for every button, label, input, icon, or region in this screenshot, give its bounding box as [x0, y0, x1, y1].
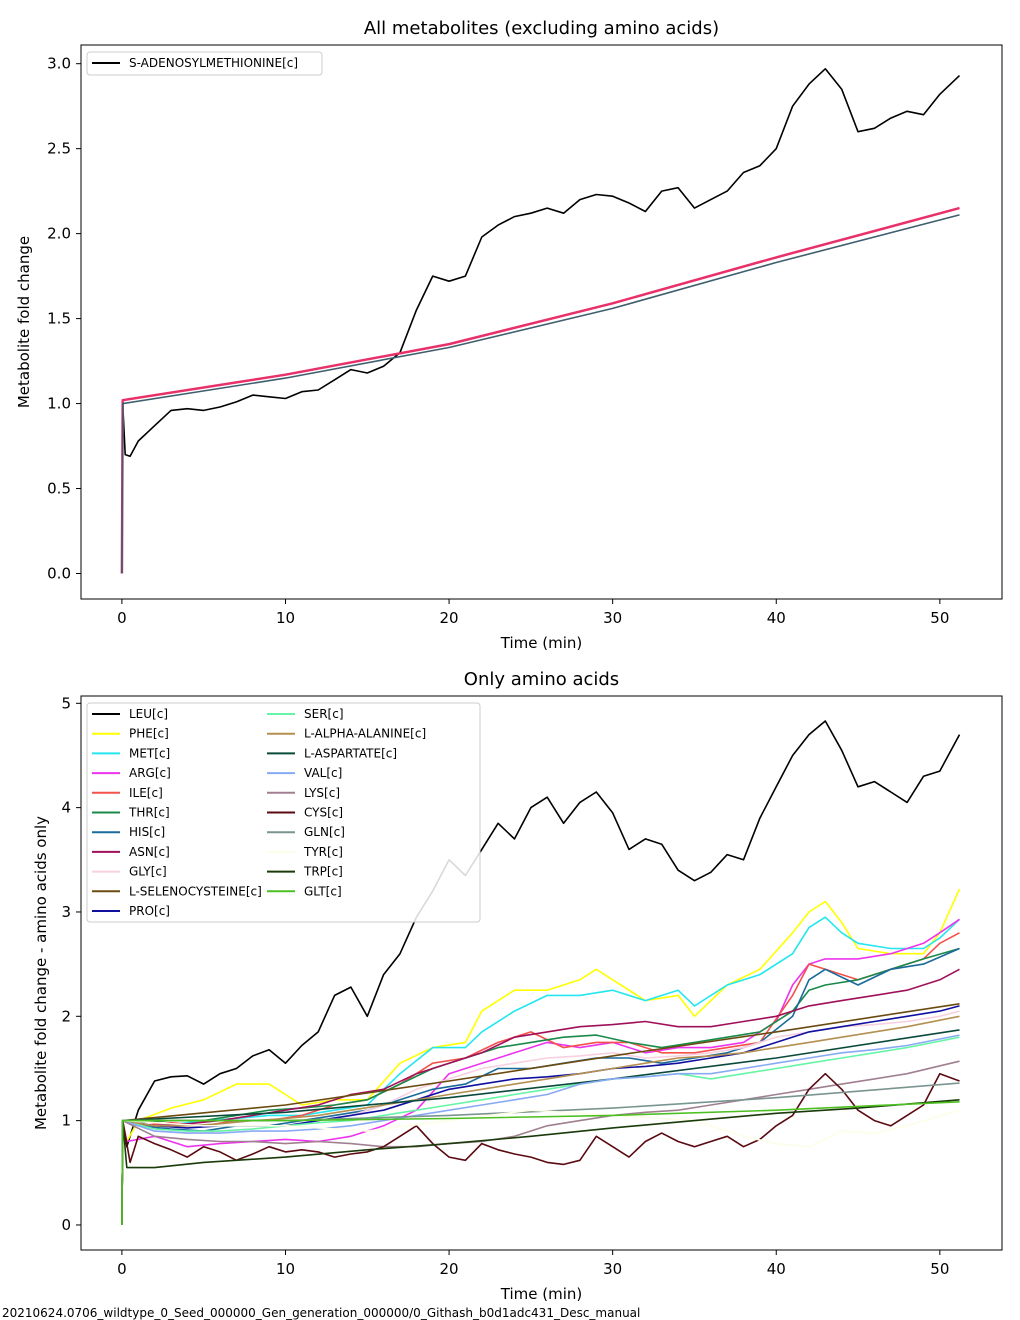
bottom-chart-legend-label: GLY[c] [129, 865, 167, 879]
bottom-chart-y-tick-label: 4 [61, 799, 71, 817]
bottom-chart-series-line-glt-c- [121, 1101, 960, 1226]
top-chart-legend-box [86, 51, 323, 76]
bottom-chart-x-tick-label: 0 [117, 1260, 127, 1278]
top-chart-x-tick-label: 40 [767, 609, 786, 627]
bottom-chart-legend-label: LEU[c] [129, 707, 168, 721]
top-chart-axes-frame [80, 44, 1003, 600]
bottom-chart-y-axis-label: Metabolite fold change - amino acids onl… [32, 816, 50, 1130]
top-chart-series-line-unlabeled-1 [120, 206, 960, 574]
bottom-chart-series-line-cys-c- [121, 1072, 960, 1226]
top-chart-x-tick-label: 10 [276, 609, 295, 627]
bottom-chart-legend-label: TYR[c] [303, 845, 343, 859]
top-chart-series-group [120, 68, 961, 574]
bottom-chart-series-line-thr-c- [121, 947, 960, 1226]
bottom-chart-legend-label: ARG[c] [129, 766, 171, 780]
bottom-chart-series-line-ser-c- [121, 1036, 960, 1226]
top-chart-x-tick-label: 20 [440, 609, 459, 627]
bottom-chart-x-axis-label: Time (min) [500, 1285, 582, 1303]
top-chart-x-tick-label: 50 [930, 609, 949, 627]
top-chart-y-tick-label: 1.0 [47, 395, 71, 413]
top-chart-series-line-s-adenosylmethionine-c- [121, 68, 961, 574]
bottom-chart-series-line-trp-c- [121, 1099, 960, 1226]
bottom-chart-axes-frame [80, 695, 1003, 1251]
bottom-chart-series-line-lys-c- [121, 1060, 960, 1226]
bottom-chart-series-group [121, 720, 961, 1226]
bottom-chart-legend-label: ASN[c] [129, 845, 170, 859]
bottom-chart-legend-label: L-ASPARTATE[c] [304, 746, 397, 760]
top-chart-title: All metabolites (excluding amino acids) [364, 18, 719, 39]
bottom-chart-y-tick-label: 3 [61, 903, 71, 921]
bottom-chart-x-tick-label: 10 [276, 1260, 295, 1278]
bottom-chart-series-line-val-c- [121, 1034, 960, 1226]
bottom-chart-legend-label: ILE[c] [129, 786, 163, 800]
bottom-chart-x-tick-label: 20 [440, 1260, 459, 1278]
bottom-chart-y-tick-label: 1 [61, 1112, 71, 1130]
footer-run-id: 20210624.0706_wildtype_0_Seed_000000_Gen… [2, 1306, 641, 1320]
bottom-chart-legend-label: THR[c] [128, 806, 170, 820]
bottom-chart-legend-label: PRO[c] [129, 904, 170, 918]
top-chart-series-line-unlabeled-2 [121, 214, 960, 574]
bottom-chart-y-tick-label: 0 [61, 1216, 71, 1234]
bottom-chart-legend-label: LYS[c] [304, 786, 340, 800]
top-chart-y-tick-label: 0.0 [47, 565, 71, 583]
top-chart-y-tick-label: 3.0 [47, 55, 71, 73]
bottom-chart-legend-label: MET[c] [129, 746, 170, 760]
bottom-chart-series-line-l-alpha-alanine-c- [121, 1015, 960, 1226]
bottom-chart-legend-label: GLT[c] [304, 884, 342, 898]
bottom-chart-legend-label: VAL[c] [304, 766, 342, 780]
bottom-chart-title: Only amino acids [464, 669, 619, 690]
bottom-chart-legend-label: PHE[c] [129, 727, 169, 741]
bottom-chart-legend-label: TRP[c] [303, 865, 343, 879]
bottom-chart-series-line-asn-c- [121, 968, 960, 1226]
bottom-chart-y-tick-label: 2 [61, 1007, 71, 1025]
top-chart-x-tick-label: 0 [117, 609, 127, 627]
bottom-chart-series-line-met-c- [121, 916, 961, 1226]
bottom-chart-series-line-tyr-c- [121, 1109, 960, 1226]
bottom-chart-x-tick-label: 40 [767, 1260, 786, 1278]
bottom-chart-x-tick-label: 30 [603, 1260, 622, 1278]
top-chart-y-tick-label: 0.5 [47, 480, 71, 498]
bottom-chart-x-tick-label: 50 [930, 1260, 949, 1278]
top-chart-x-axis-label: Time (min) [500, 634, 582, 652]
bottom-chart-legend-label: HIS[c] [129, 825, 165, 839]
top-chart-y-tick-label: 2.0 [47, 225, 71, 243]
bottom-chart-legend-label: L-ALPHA-ALANINE[c] [304, 727, 426, 741]
top-chart-y-axis-label: Metabolite fold change [15, 236, 33, 408]
bottom-chart-legend-label: SER[c] [304, 707, 344, 721]
bottom-chart-y-tick-label: 5 [61, 694, 71, 712]
bottom-chart-series-line-arg-c- [121, 918, 960, 1226]
bottom-chart-legend-label: GLN[c] [304, 825, 345, 839]
bottom-chart-legend-label: CYS[c] [304, 806, 343, 820]
top-chart-x-tick-label: 30 [603, 609, 622, 627]
top-chart-y-tick-label: 2.5 [47, 140, 71, 158]
top-chart-y-tick-label: 1.5 [47, 310, 71, 328]
bottom-chart-series-line-ile-c- [121, 932, 960, 1226]
bottom-chart-series-line-leu-c- [121, 720, 961, 1226]
bottom-chart-legend-label: L-SELENOCYSTEINE[c] [129, 884, 262, 898]
top-chart-legend-label: S-ADENOSYLMETHIONINE[c] [129, 56, 298, 70]
bottom-chart-series-line-phe-c- [121, 888, 961, 1226]
bottom-chart-series-line-gln-c- [121, 1082, 960, 1226]
